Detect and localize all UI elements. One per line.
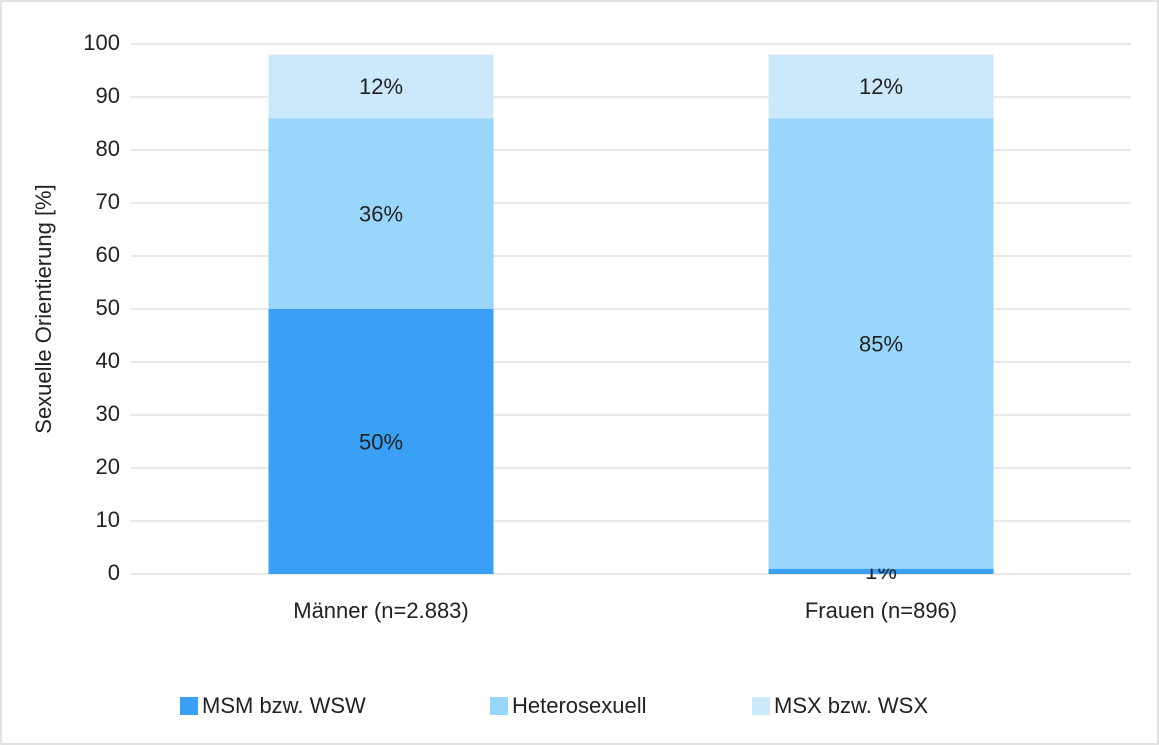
- legend-label: MSM bzw. WSW: [202, 693, 366, 718]
- y-tick-label: 0: [108, 560, 120, 585]
- y-tick-label: 70: [96, 189, 120, 214]
- data-label: 12%: [859, 74, 903, 99]
- legend-label: MSX bzw. WSX: [774, 693, 928, 718]
- legend-swatch: [752, 697, 770, 715]
- y-tick-label: 90: [96, 83, 120, 108]
- bar-segment: [268, 54, 494, 119]
- data-label: 36%: [359, 201, 403, 226]
- x-tick-label: Frauen (n=896): [805, 598, 957, 623]
- bar-segment: [768, 568, 994, 574]
- y-tick-label: 10: [96, 507, 120, 532]
- y-tick-label: 40: [96, 348, 120, 373]
- y-tick-label: 100: [83, 30, 120, 55]
- y-tick-label: 80: [96, 136, 120, 161]
- bar-segment: [768, 54, 994, 119]
- y-tick-label: 50: [96, 295, 120, 320]
- legend-label: Heterosexuell: [512, 693, 647, 718]
- y-axis-label: Sexuelle Orientierung [%]: [31, 184, 56, 433]
- legend-swatch: [490, 697, 508, 715]
- data-label: 85%: [859, 331, 903, 356]
- x-tick-label: Männer (n=2.883): [293, 598, 469, 623]
- bar-segment: [268, 118, 494, 309]
- legend-swatch: [180, 697, 198, 715]
- data-label: 50%: [359, 429, 403, 454]
- bar-segment: [768, 118, 994, 569]
- y-tick-label: 60: [96, 242, 120, 267]
- bar-segment: [268, 309, 494, 574]
- y-tick-label: 20: [96, 454, 120, 479]
- y-tick-label: 30: [96, 401, 120, 426]
- data-label: 12%: [359, 74, 403, 99]
